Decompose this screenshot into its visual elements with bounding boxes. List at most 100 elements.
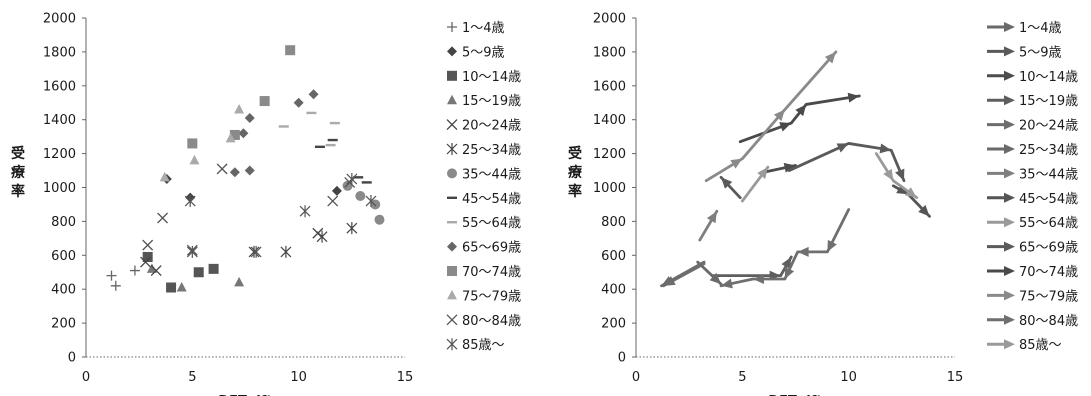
y-tick-label: 200 <box>51 317 76 332</box>
legend: 1～4歳 5～9歳 10～14歳 15～19歳 20～24歳 25～34歳 35～44歳 45… <box>446 21 521 353</box>
data-point <box>146 263 157 273</box>
legend-label: 35～44歳 <box>1019 167 1078 182</box>
data-point <box>299 205 311 218</box>
legend-item: 65～69歳 <box>447 241 521 256</box>
arrow-line-chart: 0 200 400 600 800 1000 1200 1400 1600 1800 2000 0 5 1… <box>568 12 1078 396</box>
legend-item: 20～24歳 <box>987 119 1078 134</box>
legend-arrow-head <box>1004 266 1015 276</box>
legend-item: 70～74歳 <box>987 265 1078 280</box>
arrow-head <box>663 276 676 286</box>
legend-item: 80～84歳 <box>987 314 1078 329</box>
y-tick-label: 1400 <box>593 113 626 128</box>
data-point <box>346 222 358 235</box>
data-point <box>342 180 353 191</box>
series-5 <box>140 227 324 277</box>
legend-arrow-head <box>1004 22 1015 32</box>
legend: 1～4歳 5～9歳 10～14歳 15～19歳 20～24歳 25～34歳 35～44歳 45… <box>987 21 1078 353</box>
x-tick-label: 10 <box>840 370 857 385</box>
series-1 <box>106 265 140 291</box>
y-tick-label: 1400 <box>43 113 76 128</box>
legend-item: 15～19歳 <box>987 94 1078 109</box>
series-line <box>704 50 838 183</box>
y-tick-label: 1200 <box>593 147 626 162</box>
legend-arrow-head <box>1004 241 1015 252</box>
y-axis-label: 受療率 <box>568 145 583 200</box>
data-point <box>361 181 372 184</box>
series-13 <box>142 163 356 256</box>
y-tick-label: 200 <box>601 317 626 332</box>
arrow-head <box>797 246 809 257</box>
legend-marker <box>447 70 457 81</box>
legend-arrow-head <box>1004 314 1015 325</box>
scatter-chart: 0 200 400 600 800 1000 1200 1400 1600 1800 2000 0 5 1… <box>11 12 521 396</box>
series-line <box>787 142 906 183</box>
legend-item: 65～69歳 <box>987 241 1078 256</box>
arrow-head <box>879 143 892 154</box>
series-12 <box>159 104 245 182</box>
legend-marker <box>446 119 458 131</box>
legend-label: 5～9歳 <box>462 45 505 60</box>
y-tick-label: 1600 <box>43 79 76 94</box>
legend-arrow-head <box>1004 339 1015 350</box>
y-tick-label: 1000 <box>43 181 76 196</box>
y-axis-label: 受療率 <box>11 145 26 200</box>
arrow-head <box>721 278 733 289</box>
arrow-head <box>783 162 796 173</box>
data-point <box>216 163 228 175</box>
legend-marker <box>446 314 458 326</box>
legend-label: 5～9歳 <box>1019 45 1062 60</box>
series-11 <box>187 45 296 149</box>
arrow-head <box>836 143 849 153</box>
legend-marker <box>447 196 457 199</box>
data-point <box>176 282 187 292</box>
data-point <box>238 128 249 139</box>
data-point <box>150 265 162 277</box>
y-tick-label: 2000 <box>593 12 626 27</box>
legend-label: 85歳～ <box>1019 338 1062 353</box>
series-13 <box>719 208 851 289</box>
legend-arrow-head <box>1004 70 1015 81</box>
legend-marker <box>446 143 458 155</box>
series-4 <box>711 255 793 281</box>
series-3 <box>142 251 219 293</box>
legend-label: 65～69歳 <box>1019 241 1078 256</box>
legend-marker <box>447 168 457 179</box>
legend-label: 10～14歳 <box>462 70 521 85</box>
data-point <box>187 138 198 149</box>
series-6 <box>248 222 358 258</box>
legend-item: 55～64歳 <box>447 216 521 231</box>
legend-arrow-head <box>1004 168 1015 179</box>
legend-label: 25～34歳 <box>1019 143 1078 158</box>
legend-arrow-head <box>1004 144 1015 154</box>
series-12 <box>704 50 838 183</box>
data-point <box>244 165 255 176</box>
data-point <box>278 125 289 128</box>
legend-item: 5～9歳 <box>447 45 505 60</box>
legend-label: 85歳～ <box>462 338 505 353</box>
data-point <box>312 227 324 239</box>
x-tick-label: 10 <box>290 370 307 385</box>
data-point <box>225 132 236 143</box>
series-9 <box>740 165 770 203</box>
legend-marker <box>447 221 457 224</box>
arrow-head <box>827 239 837 252</box>
y-tick-label: 1200 <box>43 147 76 162</box>
series-5 <box>662 262 706 288</box>
data-point <box>189 154 200 165</box>
x-tick-label: 15 <box>397 370 414 385</box>
legend-item: 70～74歳 <box>447 265 521 280</box>
data-point <box>308 89 319 100</box>
legend-label: 1～4歳 <box>1019 21 1062 36</box>
data-point <box>229 129 240 140</box>
data-point <box>234 104 245 114</box>
series-14 <box>874 152 919 200</box>
series-3 <box>762 162 797 174</box>
series-6 <box>696 260 723 286</box>
y-tick-label: 1800 <box>43 45 76 60</box>
legend-label: 65～69歳 <box>462 241 521 256</box>
series-10 <box>787 142 906 183</box>
data-point <box>208 263 219 274</box>
legend-item: 25～34歳 <box>446 143 521 158</box>
legend-item: 55～64歳 <box>987 216 1078 231</box>
data-point <box>365 195 377 208</box>
